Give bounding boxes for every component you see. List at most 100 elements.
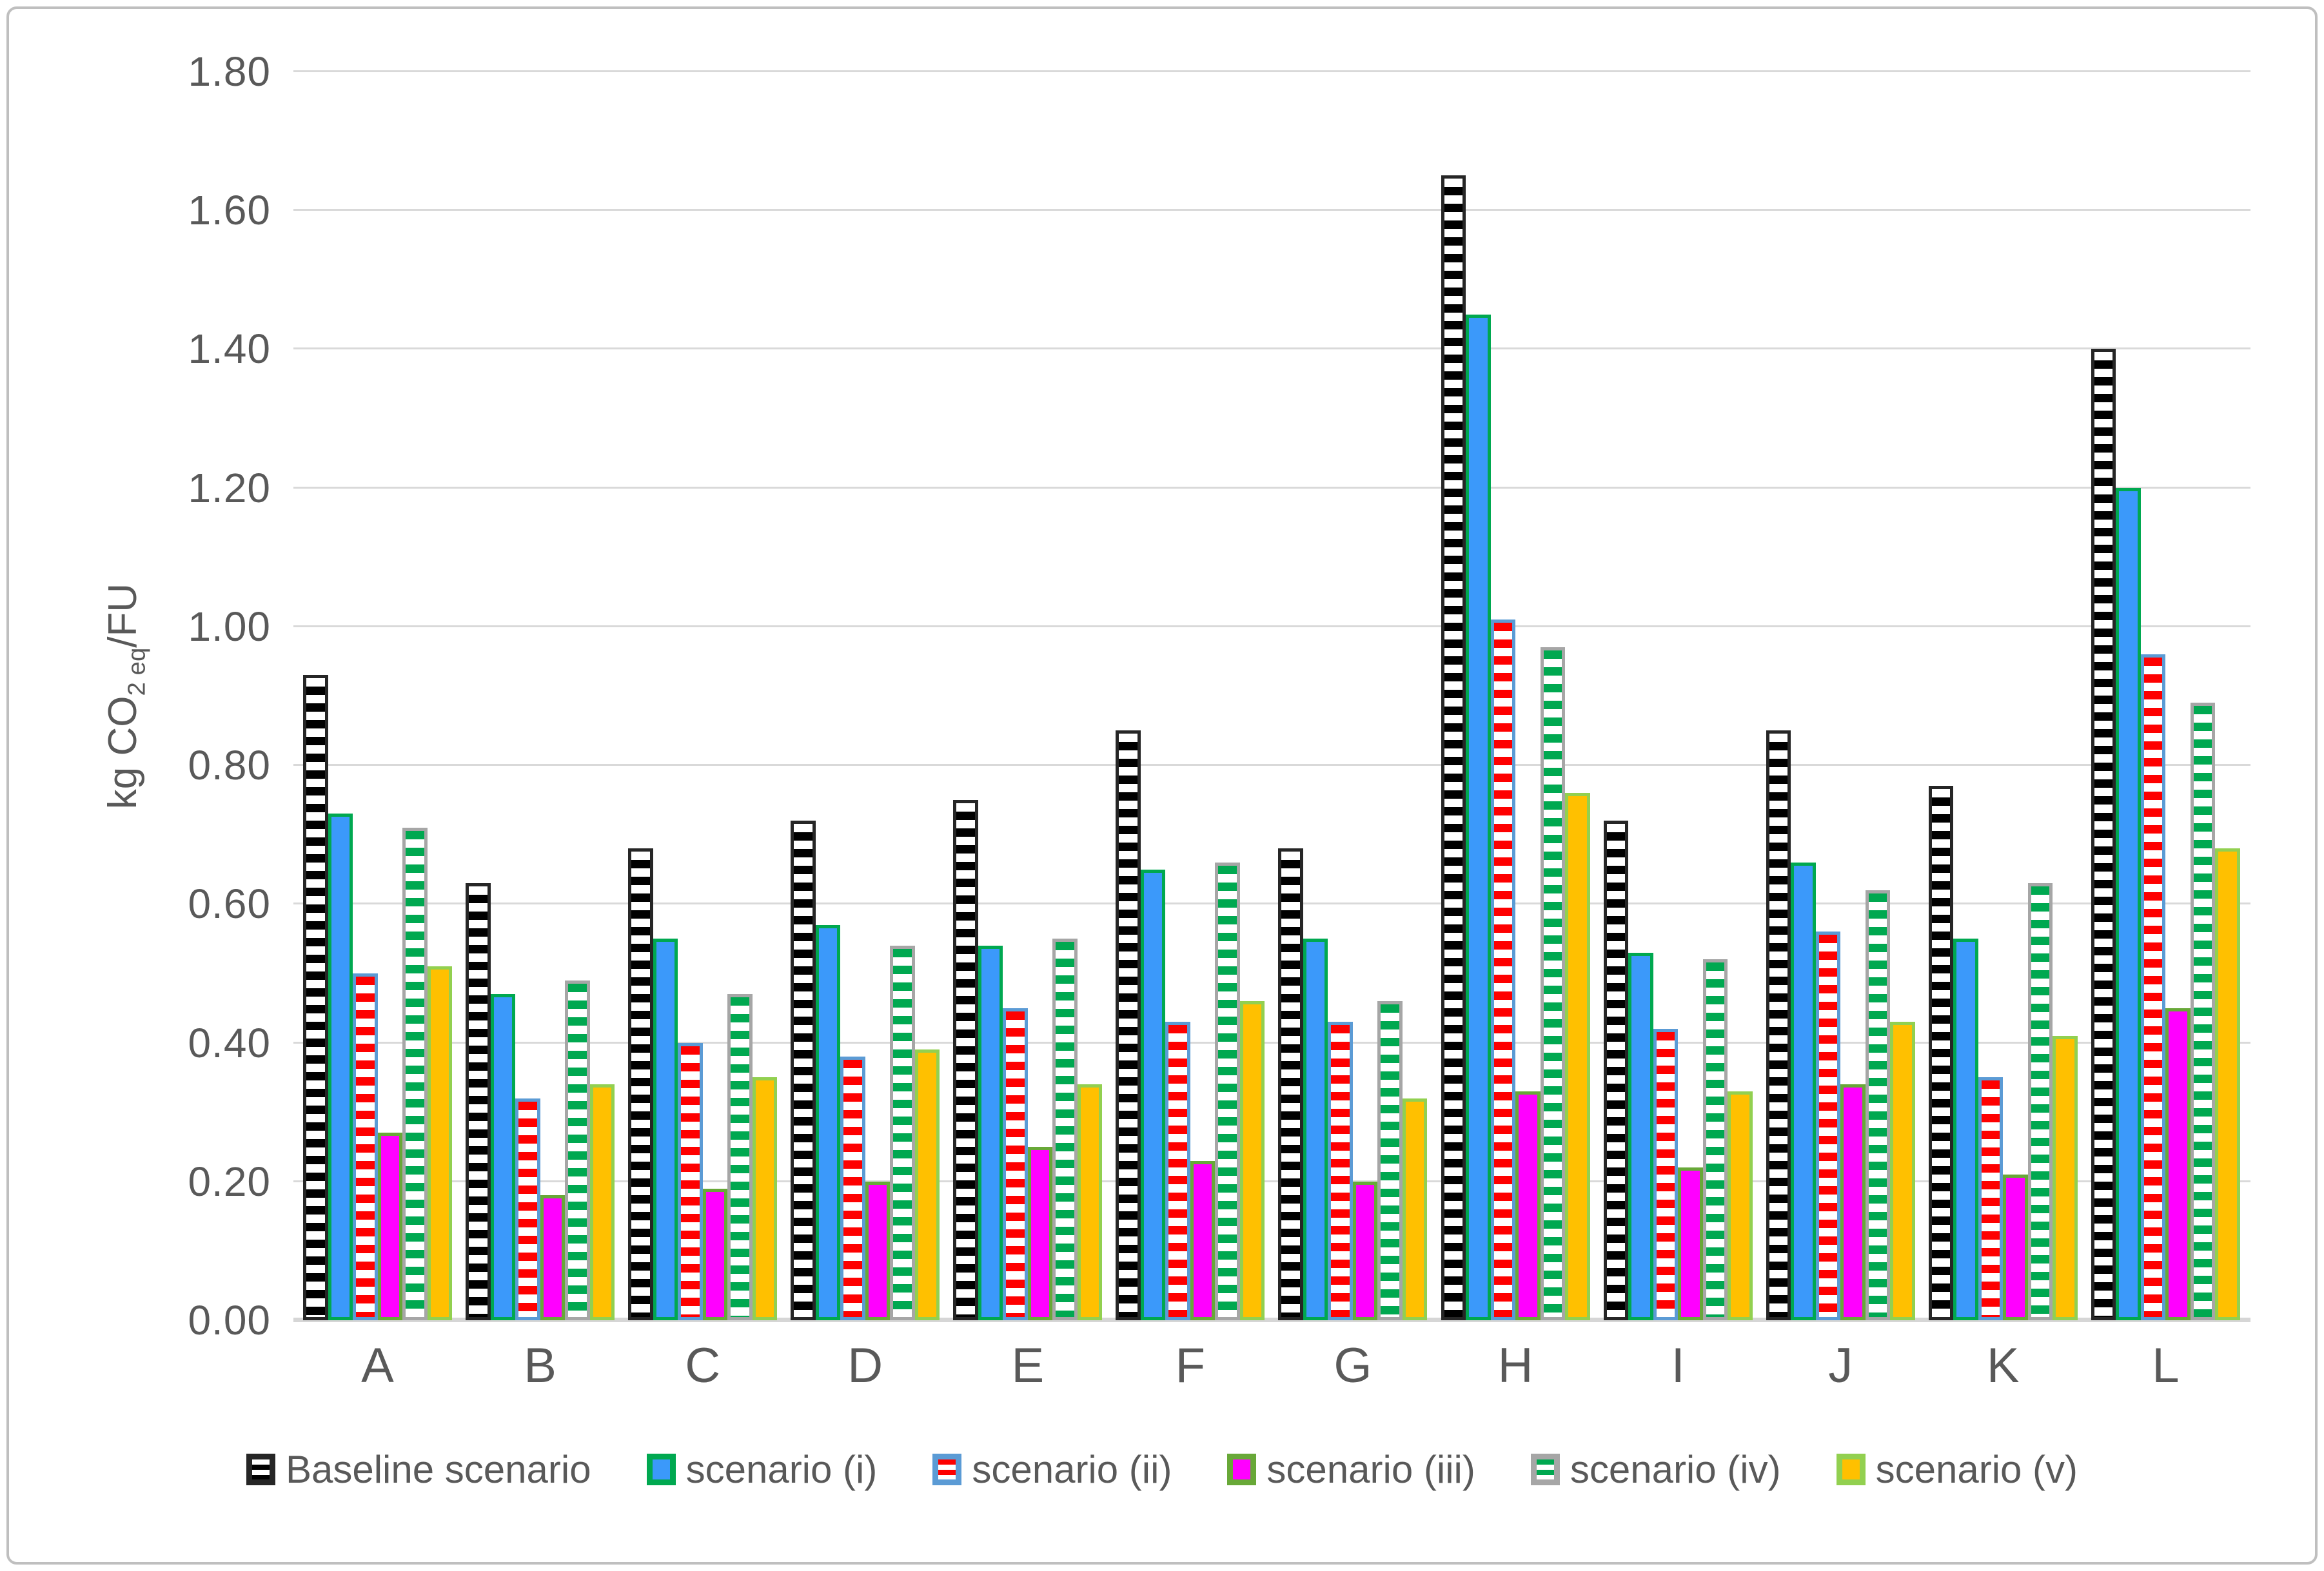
bar-J-series-5 (1890, 1022, 1915, 1320)
bar-E-series-2 (1003, 1008, 1028, 1320)
bar-D-series-2 (840, 1057, 865, 1320)
bar-E-series-3 (1027, 1146, 1053, 1320)
bar-J-series-1 (1791, 862, 1816, 1320)
legend-swatch-icon (932, 1454, 962, 1485)
legend-swatch-icon (1227, 1454, 1257, 1485)
bar-L-series-1 (2116, 487, 2141, 1320)
legend-swatch-icon (1530, 1454, 1560, 1485)
bar-D-series-4 (890, 945, 915, 1320)
chart-frame (6, 6, 2318, 1565)
bar-F-series-5 (1239, 1001, 1265, 1320)
category-label-J: J (1828, 1338, 1853, 1393)
bar-C-series-1 (653, 939, 678, 1320)
bar-G-series-3 (1352, 1181, 1378, 1320)
y-tick-label: 1.60 (188, 187, 271, 234)
bar-I-series-0 (1603, 821, 1629, 1320)
y-tick-label: 0.20 (188, 1158, 271, 1205)
bar-H-series-3 (1515, 1091, 1541, 1320)
category-label-E: E (1011, 1338, 1045, 1393)
bar-E-series-4 (1052, 939, 1078, 1320)
bar-I-series-1 (1628, 952, 1653, 1320)
bar-A-series-5 (427, 966, 452, 1320)
bar-D-series-0 (791, 821, 816, 1320)
bar-B-series-2 (515, 1098, 540, 1320)
y-tick-label: 0.40 (188, 1019, 271, 1066)
bar-D-series-3 (865, 1181, 891, 1320)
y-tick-label: 1.80 (188, 48, 271, 95)
category-label-K: K (1986, 1338, 2020, 1393)
bar-J-series-3 (1840, 1084, 1866, 1320)
gridline (293, 1180, 2250, 1182)
bar-L-series-2 (2140, 654, 2166, 1320)
legend-swatch-icon (1836, 1454, 1866, 1485)
bar-C-series-5 (752, 1077, 778, 1320)
bar-K-series-3 (2003, 1175, 2028, 1320)
bar-E-series-1 (978, 945, 1003, 1320)
bar-H-series-5 (1565, 793, 1590, 1320)
bar-group-B (466, 72, 615, 1320)
y-tick-label: 1.20 (188, 464, 271, 511)
x-axis-line (293, 1318, 2250, 1322)
category-label-B: B (524, 1338, 556, 1393)
y-axis-tick-labels: 0.00 0.20 0.40 0.60 0.80 1.00 1.20 1.40 1.60 1.80 (0, 48, 271, 1343)
bar-group-C (628, 72, 778, 1320)
gridline (293, 486, 2250, 489)
bar-C-series-2 (678, 1042, 703, 1320)
plot-area (293, 70, 2250, 1322)
bar-group-E (953, 72, 1103, 1320)
bar-A-series-3 (377, 1133, 402, 1320)
bar-J-series-4 (1865, 890, 1891, 1320)
legend-label: scenario (v) (1875, 1448, 2078, 1491)
legend-swatch-icon (646, 1454, 676, 1485)
bar-D-series-1 (815, 924, 841, 1320)
bar-D-series-5 (914, 1049, 940, 1320)
legend-label: Baseline scenario (285, 1448, 591, 1491)
bar-G-series-1 (1303, 939, 1328, 1320)
bar-G-series-5 (1402, 1098, 1428, 1320)
legend-item-5: scenario (v) (1836, 1447, 2078, 1492)
bar-B-series-3 (540, 1195, 566, 1320)
bar-group-A (303, 72, 452, 1320)
gridline (293, 764, 2250, 766)
bar-C-series-3 (702, 1188, 728, 1320)
bar-I-series-5 (1728, 1091, 1753, 1320)
bar-B-series-0 (466, 883, 491, 1320)
legend-item-2: scenario (ii) (932, 1447, 1172, 1492)
gridline (293, 70, 2250, 72)
category-label-C: C (685, 1338, 721, 1393)
bar-H-series-4 (1540, 647, 1566, 1320)
legend-label: scenario (ii) (972, 1448, 1172, 1491)
y-tick-label: 0.60 (188, 881, 271, 928)
bar-B-series-4 (565, 980, 590, 1320)
legend-item-3: scenario (iii) (1227, 1447, 1475, 1492)
bar-C-series-0 (628, 848, 653, 1320)
bar-G-series-4 (1377, 1001, 1403, 1320)
bar-group-G (1278, 72, 1428, 1320)
y-tick-label: 0.00 (188, 1297, 271, 1343)
bar-I-series-4 (1702, 959, 1728, 1320)
legend-swatch-icon (246, 1454, 275, 1485)
category-label-D: D (847, 1338, 883, 1393)
bar-J-series-2 (1815, 932, 1841, 1320)
bar-H-series-1 (1466, 314, 1491, 1320)
y-tick-label: 1.40 (188, 326, 271, 373)
bar-F-series-3 (1190, 1160, 1216, 1320)
bar-A-series-4 (402, 827, 428, 1320)
gridline (293, 347, 2250, 350)
bar-groups (293, 72, 2250, 1320)
bar-A-series-1 (328, 814, 353, 1320)
bar-A-series-2 (353, 973, 378, 1320)
bar-K-series-1 (1953, 939, 1978, 1320)
bar-K-series-2 (1978, 1077, 2004, 1320)
legend-label: scenario (i) (685, 1448, 878, 1491)
bar-C-series-4 (727, 994, 753, 1320)
bar-G-series-2 (1328, 1022, 1353, 1320)
category-label-L: L (2152, 1338, 2180, 1393)
bar-group-J (1766, 72, 1915, 1320)
bar-L-series-4 (2190, 703, 2216, 1320)
category-label-G: G (1334, 1338, 1372, 1393)
gridline (293, 209, 2250, 211)
gridline (293, 1041, 2250, 1044)
legend-label: scenario (iv) (1570, 1448, 1781, 1491)
